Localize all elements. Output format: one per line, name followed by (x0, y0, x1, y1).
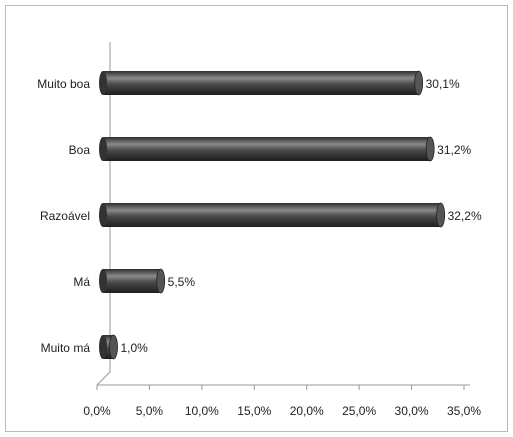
bar-cap (414, 70, 424, 96)
bar-cap (425, 136, 435, 162)
bar-base (99, 203, 107, 227)
value-label: 32,2% (448, 209, 482, 223)
bar-base (99, 137, 107, 161)
value-label: 5,5% (168, 275, 196, 289)
x-tick-label: 5,0% (136, 404, 164, 418)
y-tick-label: Boa (69, 143, 91, 157)
x-tick-label: 10,0% (185, 404, 219, 418)
bar-cap (156, 268, 166, 294)
bar-base (99, 71, 107, 95)
y-tick-label: Má (73, 275, 90, 289)
x-tick-label: 25,0% (342, 404, 376, 418)
bar-base (99, 269, 107, 293)
value-label: 30,1% (426, 77, 460, 91)
x-tick-label: 0,0% (83, 404, 111, 418)
chart-border (5, 5, 508, 432)
x-tick-label: 15,0% (237, 404, 271, 418)
bar (103, 71, 419, 95)
bar (103, 269, 161, 293)
bar (103, 335, 114, 359)
value-label: 31,2% (437, 143, 471, 157)
bar-cap (109, 334, 118, 360)
value-label: 1,0% (120, 341, 148, 355)
bar (103, 137, 431, 161)
bar (103, 203, 441, 227)
y-tick-label: Muito boa (37, 77, 90, 91)
bar-cap (436, 202, 446, 228)
y-tick-label: Razoável (40, 209, 90, 223)
x-tick-label: 35,0% (447, 404, 481, 418)
y-tick-label: Muito má (41, 341, 91, 355)
x-tick-label: 30,0% (395, 404, 429, 418)
bar-base (99, 335, 107, 359)
x-tick-label: 20,0% (290, 404, 324, 418)
